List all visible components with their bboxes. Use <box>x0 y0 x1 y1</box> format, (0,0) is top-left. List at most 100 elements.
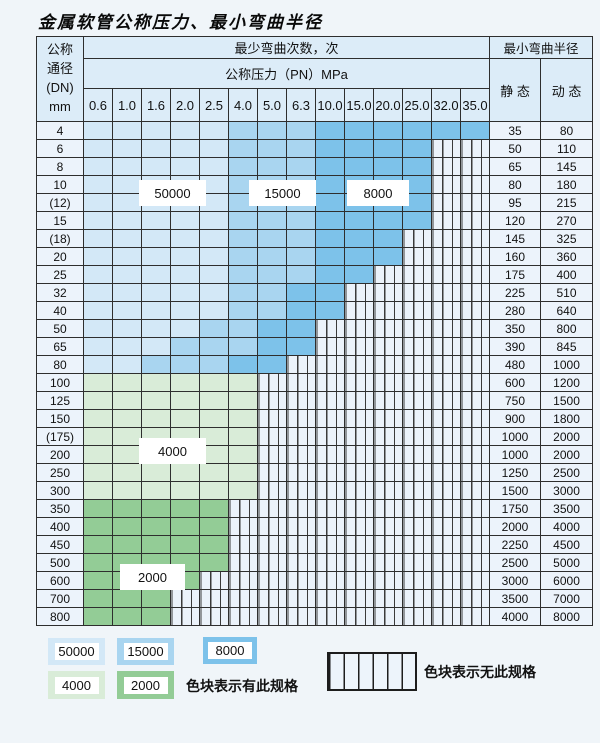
dynamic-radius-cell: 1200 <box>540 373 594 392</box>
no-spec-cell <box>431 283 461 302</box>
table-row: 350 1750 3500 <box>36 499 594 518</box>
spec-cell-4000 <box>83 481 113 500</box>
no-spec-cell <box>344 427 374 446</box>
spec-cell-50000 <box>83 157 113 176</box>
no-spec-cell <box>402 427 432 446</box>
spec-cell-2000 <box>112 499 142 518</box>
no-spec-cell <box>315 481 345 500</box>
no-spec-cell <box>286 427 316 446</box>
no-spec-cell <box>373 553 403 572</box>
no-spec-cell <box>286 445 316 464</box>
no-spec-cell <box>373 391 403 410</box>
spec-cell-8000 <box>344 247 374 266</box>
spec-cell-4000 <box>83 427 113 446</box>
dynamic-radius-cell: 4500 <box>540 535 594 554</box>
no-spec-cell <box>257 409 287 428</box>
no-spec-cell <box>373 409 403 428</box>
spec-cell-8000 <box>315 139 345 158</box>
legend-swatch-50000: 50000 <box>48 638 105 665</box>
no-spec-cell <box>344 535 374 554</box>
no-spec-cell <box>459 175 491 194</box>
no-spec-cell <box>402 355 432 374</box>
dn-cell: (12) <box>36 193 84 212</box>
spec-cell-50000 <box>112 193 142 212</box>
spec-cell-15000 <box>257 211 287 230</box>
dn-cell: 32 <box>36 283 84 302</box>
table-row: 15 120 270 <box>36 211 594 230</box>
spec-cell-50000 <box>83 283 113 302</box>
dynamic-radius-cell: 110 <box>540 139 594 158</box>
dn-cell: 40 <box>36 301 84 320</box>
spec-cell-8000 <box>373 139 403 158</box>
table-row: 80 480 1000 <box>36 355 594 374</box>
spec-cell-2000 <box>141 517 171 536</box>
dynamic-radius-cell: 640 <box>540 301 594 320</box>
no-spec-cell <box>431 607 461 626</box>
no-spec-cell <box>459 427 491 446</box>
spec-cell-4000 <box>170 463 200 482</box>
table-row: 40 280 640 <box>36 301 594 320</box>
region-label-15000: 15000 <box>249 180 316 206</box>
no-spec-cell <box>402 571 432 590</box>
spec-cell-4000 <box>199 463 229 482</box>
no-spec-cell <box>315 391 345 410</box>
dn-cell: 250 <box>36 463 84 482</box>
spec-cell-15000 <box>228 301 258 320</box>
table-row: 50 350 800 <box>36 319 594 338</box>
spec-cell-15000 <box>257 139 287 158</box>
spec-cell-4000 <box>141 391 171 410</box>
no-spec-cell <box>431 193 461 212</box>
no-spec-cell <box>431 481 461 500</box>
spec-cell-15000 <box>286 211 316 230</box>
spec-cell-8000 <box>315 247 345 266</box>
no-spec-cell <box>459 319 491 338</box>
no-spec-cell <box>257 463 287 482</box>
no-spec-cell <box>402 517 432 536</box>
spec-cell-8000 <box>344 157 374 176</box>
dn-cell: (175) <box>36 427 84 446</box>
no-spec-cell <box>459 445 491 464</box>
static-radius-cell: 280 <box>489 301 542 320</box>
dn-cell: 600 <box>36 571 84 590</box>
spec-cell-50000 <box>83 193 113 212</box>
spec-cell-4000 <box>228 463 258 482</box>
dn-header-line: (DN) <box>46 80 74 95</box>
spec-cell-2000 <box>170 535 200 554</box>
static-radius-cell: 390 <box>489 337 542 356</box>
table-row: 25 175 400 <box>36 265 594 284</box>
spec-cell-2000 <box>83 499 113 518</box>
static-radius-cell: 2000 <box>489 517 542 536</box>
spec-cell-15000 <box>199 355 229 374</box>
no-spec-cell <box>431 589 461 608</box>
dn-cell: 200 <box>36 445 84 464</box>
spec-cell-50000 <box>170 157 200 176</box>
dn-cell: 500 <box>36 553 84 572</box>
no-spec-cell <box>373 337 403 356</box>
spec-cell-8000 <box>373 121 403 140</box>
pressure-value: 0.6 <box>83 88 113 122</box>
spec-cell-50000 <box>141 229 171 248</box>
spec-cell-2000 <box>112 607 142 626</box>
no-spec-cell <box>402 499 432 518</box>
spec-cell-50000 <box>199 157 229 176</box>
dn-cell: 350 <box>36 499 84 518</box>
no-spec-cell <box>228 607 258 626</box>
no-spec-cell <box>344 481 374 500</box>
no-spec-cell <box>373 499 403 518</box>
spec-cell-2000 <box>141 499 171 518</box>
pressure-value: 6.3 <box>286 88 316 122</box>
no-spec-cell <box>402 337 432 356</box>
no-spec-cell <box>344 301 374 320</box>
no-spec-cell <box>257 427 287 446</box>
no-spec-cell <box>459 553 491 572</box>
no-spec-cell <box>286 463 316 482</box>
spec-cell-50000 <box>141 121 171 140</box>
static-radius-cell: 1750 <box>489 499 542 518</box>
no-spec-cell <box>257 589 287 608</box>
no-spec-cell <box>459 535 491 554</box>
dynamic-radius-cell: 2000 <box>540 445 594 464</box>
spec-cell-50000 <box>199 265 229 284</box>
dn-cell: 700 <box>36 589 84 608</box>
no-spec-cell <box>228 517 258 536</box>
dynamic-radius-cell: 325 <box>540 229 594 248</box>
